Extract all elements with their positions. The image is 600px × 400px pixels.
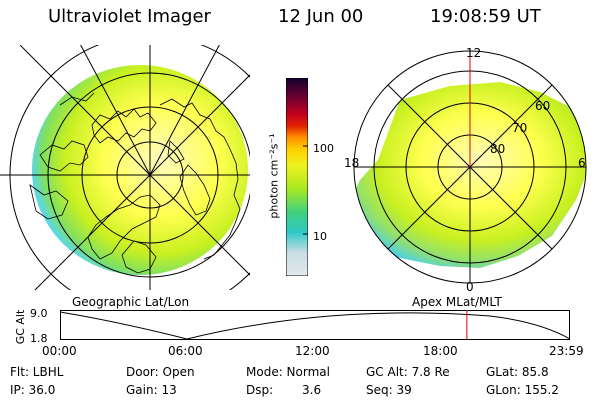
geographic-auroral-image	[0, 45, 250, 290]
alt-xtick-2: 12:00	[295, 344, 330, 358]
alt-xtick-1: 06:00	[168, 344, 203, 358]
colorbar-tick-10: 10	[313, 230, 327, 243]
mlat-label-70: 70	[512, 121, 528, 135]
alt-ylabel: GC Alt	[13, 309, 27, 345]
auroral-oval-emission	[32, 65, 248, 275]
alt-ytick-max: 9.0	[30, 307, 48, 320]
right-panel-caption: Apex MLat/MLT	[412, 295, 502, 309]
seq-status: Seq: 39	[366, 383, 412, 397]
dsp-value: 3.6	[302, 383, 322, 397]
alt-xtick-3: 18:00	[423, 344, 458, 358]
orbit-altitude-strip	[60, 310, 570, 340]
left-panel-caption: Geographic Lat/Lon	[72, 295, 190, 309]
colorbar-tick-100: 100	[313, 142, 334, 155]
alt-xtick-4: 23:59	[549, 344, 584, 358]
mlt-label-12: 12	[466, 46, 482, 60]
dsp-label: Dsp:	[246, 383, 274, 397]
instrument-title: Ultraviolet Imager	[48, 6, 211, 27]
filter-status: Flt: LBHL	[10, 365, 64, 379]
intensity-colorbar	[286, 78, 308, 276]
gc-alt-status: GC Alt: 7.8 Re	[366, 365, 450, 379]
mlat-label-60: 60	[535, 99, 551, 113]
mlt-label-6: 6	[578, 156, 586, 170]
mode-status: Mode: Normal	[246, 365, 330, 379]
altitude-curve	[60, 311, 570, 340]
lat-lon-grid	[0, 45, 250, 290]
ip-status: IP: 36.0	[10, 383, 56, 397]
door-status: Door: Open	[126, 365, 195, 379]
magnetic-polar-image	[353, 50, 587, 284]
alt-xtick-0: 00:00	[42, 344, 77, 358]
alt-ytick-min: 1.8	[30, 332, 48, 345]
auroral-oval-emission-mlt	[354, 82, 586, 268]
glat-status: GLat: 85.8	[486, 365, 549, 379]
colorbar-unit-label: photon cm⁻²s⁻¹	[267, 133, 281, 219]
mlt-label-0: 0	[466, 280, 474, 294]
mlat-label-80: 80	[490, 142, 506, 156]
time-label: 19:08:59 UT	[430, 6, 541, 27]
mlt-label-18: 18	[344, 156, 360, 170]
glon-status: GLon: 155.2	[486, 383, 559, 397]
gain-status: Gain: 13	[126, 383, 177, 397]
coastlines	[29, 92, 241, 274]
date-label: 12 Jun 00	[278, 6, 364, 27]
